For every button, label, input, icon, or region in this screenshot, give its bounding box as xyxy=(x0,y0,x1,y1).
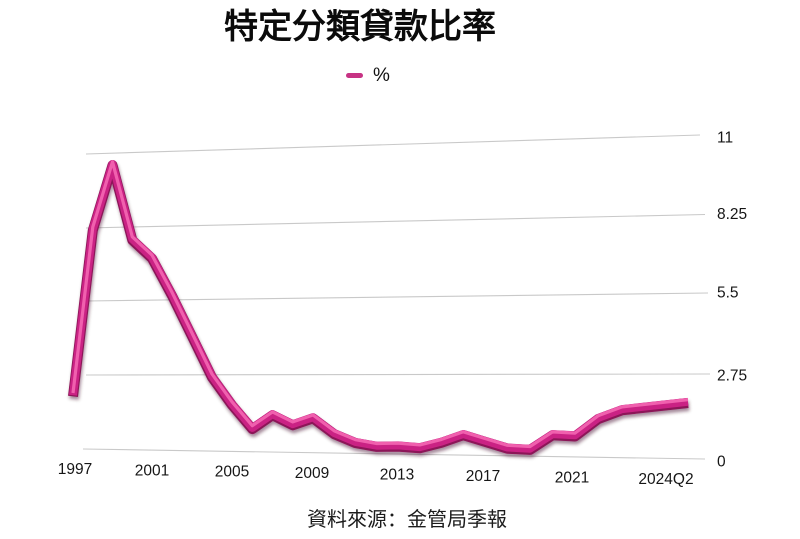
x-axis-tick-label: 2024Q2 xyxy=(638,471,693,488)
chart-title: 特定分類貸款比率 xyxy=(224,8,496,46)
y-axis-tick-label: 8.25 xyxy=(717,206,747,223)
y-axis-tick-label: 0 xyxy=(717,454,726,471)
ribbon-dark-edge xyxy=(68,160,689,455)
ribbon-top-highlight xyxy=(71,160,689,449)
x-axis-tick-label: 2017 xyxy=(466,468,500,485)
gridline xyxy=(85,373,711,376)
y-axis-tick-label: 2.75 xyxy=(717,368,747,385)
x-axis-tick-label: 2009 xyxy=(295,465,329,482)
legend-line-swatch xyxy=(346,73,363,78)
x-axis-tick-label: 2005 xyxy=(215,464,249,481)
legend: % xyxy=(346,64,390,87)
gridline xyxy=(85,292,709,302)
gridline xyxy=(85,134,701,155)
legend-series-label: % xyxy=(373,65,390,86)
source-note: 資料來源：金管局季報 xyxy=(307,509,507,531)
x-axis-tick-label: 2021 xyxy=(555,469,589,486)
x-axis-baseline xyxy=(82,448,706,460)
x-axis-tick-label: 2013 xyxy=(380,466,414,483)
y-axis-tick-label: 11 xyxy=(717,130,733,147)
y-axis-tick-label: 5.5 xyxy=(717,285,739,302)
x-axis-tick-label: 1997 xyxy=(58,461,92,478)
data-line-ribbon xyxy=(68,160,689,455)
ribbon-body xyxy=(69,160,689,453)
x-axis-tick-label: 2001 xyxy=(135,462,169,479)
gridline xyxy=(85,213,706,229)
